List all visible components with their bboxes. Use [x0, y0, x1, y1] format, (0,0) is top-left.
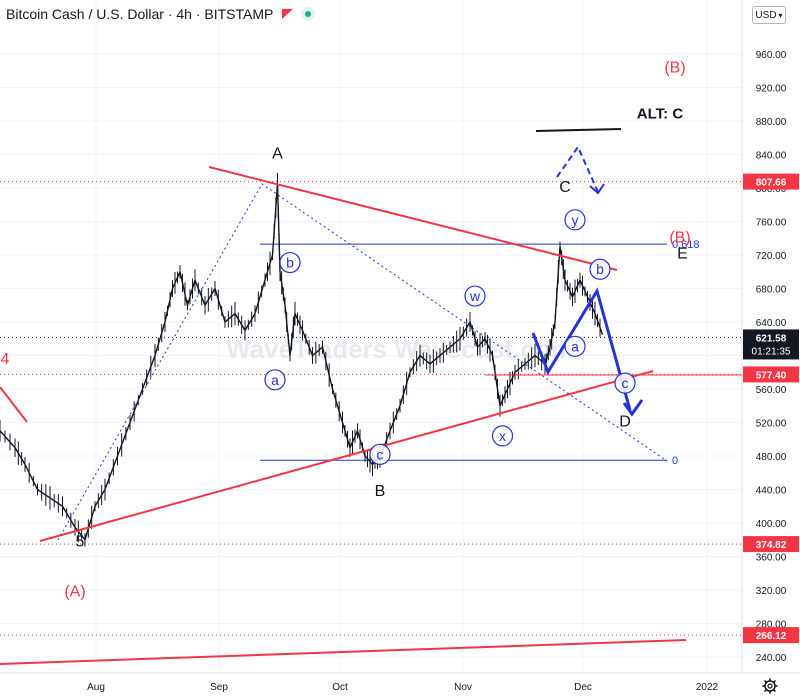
y-tick-label: 720.00 — [756, 251, 787, 262]
circled-label-ring — [491, 425, 514, 447]
price-level-label: 266.12 — [756, 631, 787, 642]
y-tick-label: 840.00 — [756, 151, 787, 162]
y-tick-label: 320.00 — [756, 586, 787, 597]
wave-label: (A) — [64, 584, 85, 601]
x-tick-label: Sep — [210, 682, 228, 693]
wave-label: B — [375, 483, 386, 500]
flag-icon[interactable] — [281, 8, 294, 20]
y-tick-label: 400.00 — [756, 519, 787, 530]
y-tick-label: 480.00 — [756, 452, 787, 463]
price-level-tag — [743, 173, 799, 190]
watermark: WaveTraders Wavecast.com — [226, 334, 574, 364]
circled-label-ring — [264, 369, 286, 391]
circled-label: w — [469, 288, 481, 304]
y-tick-label: 920.00 — [756, 84, 787, 95]
fib-trendline — [57, 183, 668, 541]
grid — [0, 0, 742, 673]
price-level-tag — [743, 536, 799, 553]
y-tick-label: 640.00 — [756, 318, 787, 329]
gear-icon[interactable] — [762, 678, 778, 694]
current-price-tag — [743, 329, 799, 360]
x-tick-label: Nov — [454, 682, 472, 693]
y-tick-label: 680.00 — [756, 285, 787, 296]
y-tick-label: 240.00 — [756, 653, 787, 664]
wave-label: ALT: C — [637, 105, 684, 122]
upper-trendline — [208, 166, 618, 271]
wave4-trendline — [0, 386, 28, 423]
wave-label: A — [272, 146, 283, 163]
wave-label: 5 — [76, 533, 85, 550]
circled-label: y — [572, 212, 579, 228]
time-axis — [0, 673, 800, 700]
price-level-tag — [743, 366, 799, 383]
lower-trendline — [39, 370, 654, 542]
circled-label: c — [377, 446, 384, 462]
circled-label-ring — [564, 209, 586, 231]
x-tick-label: Dec — [574, 682, 592, 693]
circled-label: b — [596, 261, 604, 277]
circled-label-ring — [614, 372, 636, 394]
drawings — [0, 128, 742, 665]
currency-label: USD — [755, 9, 777, 21]
symbol-title[interactable]: Bitcoin Cash / U.S. Dollar · 4h · BITSTA… — [6, 6, 274, 22]
circled-label: a — [271, 372, 279, 388]
alt-projection-path — [556, 144, 599, 193]
price-series — [0, 172, 604, 547]
wave-label: E — [677, 245, 688, 262]
circled-label-ring — [589, 258, 611, 280]
alt-arrowhead — [589, 183, 605, 195]
wave-label: 4 — [1, 351, 10, 368]
y-tick-label: 440.00 — [756, 486, 787, 497]
circled-label-ring — [279, 251, 301, 274]
projection-arrowhead — [622, 399, 644, 417]
price-level-tag — [743, 627, 799, 644]
circled-label-ring — [464, 285, 486, 307]
y-tick-label: 760.00 — [756, 218, 787, 229]
x-tick-label: Aug — [87, 682, 105, 693]
currency-select[interactable]: USD ▾ — [752, 6, 786, 24]
circled-label-ring — [369, 443, 391, 465]
projection-path — [531, 287, 632, 411]
circled-label: b — [286, 255, 294, 271]
circled-label-ring — [564, 335, 586, 357]
x-tick-label: Oct — [332, 682, 348, 693]
wave-label: C — [559, 179, 571, 196]
x-tick-label: 2022 — [696, 682, 719, 693]
y-tick-label: 560.00 — [756, 385, 787, 396]
circled-label: a — [571, 338, 579, 354]
current-price-label: 621.58 — [756, 333, 787, 344]
circled-label: x — [499, 428, 506, 444]
price-level-label: 577.40 — [756, 370, 787, 381]
y-tick-label: 880.00 — [756, 117, 787, 128]
fib-label: 0 — [672, 455, 678, 467]
y-tick-label: 520.00 — [756, 419, 787, 430]
y-tick-label: 280.00 — [756, 620, 787, 631]
price-level-label: 374.82 — [756, 540, 787, 551]
y-tick-label: 360.00 — [756, 553, 787, 564]
wave-label: D — [619, 414, 631, 431]
wave-label: (B) — [664, 59, 685, 76]
alt-underline — [535, 128, 622, 132]
y-tick-label: 960.00 — [756, 50, 787, 61]
price-level-label: 807.66 — [756, 178, 787, 189]
countdown-label: 01:21:35 — [752, 346, 791, 357]
long-trendline — [0, 639, 687, 665]
wave-label: (B) — [669, 229, 690, 246]
fib-retracement: 0.618 0 — [260, 239, 700, 467]
fib-label: 0.618 — [672, 239, 700, 251]
circled-label: c — [622, 375, 629, 391]
chevron-down-icon: ▾ — [778, 10, 783, 20]
status-dot-icon[interactable] — [301, 7, 316, 21]
chart-header: Bitcoin Cash / U.S. Dollar · 4h · BITSTA… — [6, 6, 316, 22]
